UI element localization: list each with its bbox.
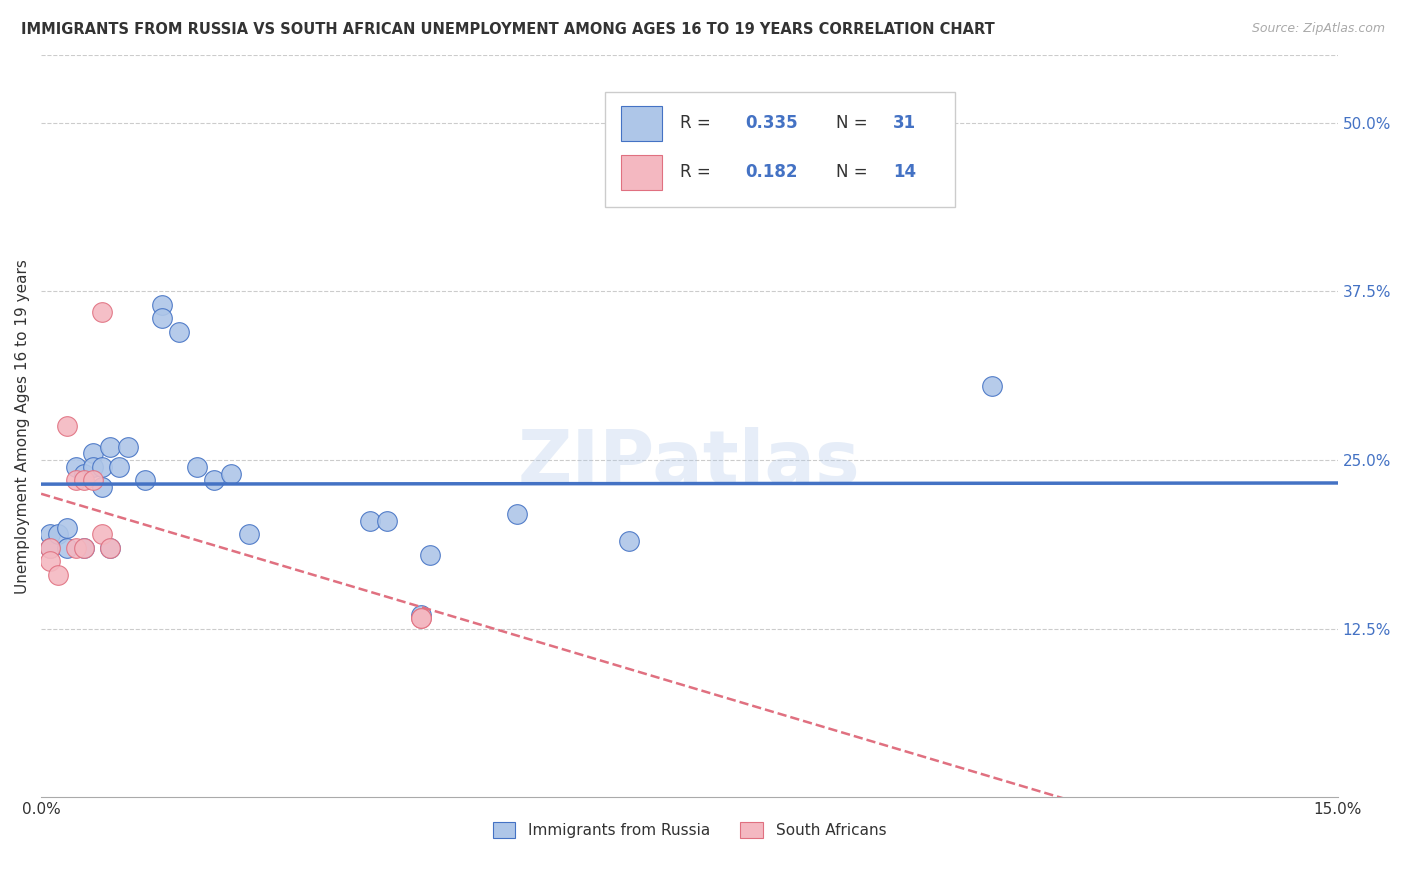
Point xyxy=(98,541,121,555)
Point xyxy=(90,527,112,541)
Point xyxy=(73,467,96,481)
Point xyxy=(169,325,191,339)
Point xyxy=(411,611,433,625)
Point xyxy=(65,541,87,555)
Text: R =: R = xyxy=(681,114,711,132)
Text: 0.182: 0.182 xyxy=(745,163,797,181)
Text: Source: ZipAtlas.com: Source: ZipAtlas.com xyxy=(1251,22,1385,36)
Point xyxy=(186,459,208,474)
Point xyxy=(56,541,79,555)
Point xyxy=(82,446,104,460)
Text: R =: R = xyxy=(681,163,711,181)
Text: 31: 31 xyxy=(893,114,917,132)
FancyBboxPatch shape xyxy=(620,154,662,190)
Point xyxy=(65,459,87,474)
Point xyxy=(219,467,242,481)
Text: N =: N = xyxy=(837,163,868,181)
Legend: Immigrants from Russia, South Africans: Immigrants from Russia, South Africans xyxy=(485,814,894,846)
Point xyxy=(82,473,104,487)
Point xyxy=(980,379,1002,393)
Point xyxy=(56,419,79,434)
Point xyxy=(238,527,260,541)
Point xyxy=(98,440,121,454)
Point xyxy=(38,541,60,555)
Text: ZIPatlas: ZIPatlas xyxy=(517,427,860,500)
FancyBboxPatch shape xyxy=(605,92,955,207)
Point xyxy=(150,311,173,326)
Point xyxy=(38,541,60,555)
Point xyxy=(73,541,96,555)
Point xyxy=(505,507,527,521)
Text: 14: 14 xyxy=(893,163,917,181)
Point xyxy=(134,473,156,487)
Point xyxy=(617,534,640,549)
Point xyxy=(65,473,87,487)
Point xyxy=(38,527,60,541)
Point xyxy=(108,459,131,474)
Point xyxy=(419,548,441,562)
Point xyxy=(73,473,96,487)
Text: N =: N = xyxy=(837,114,868,132)
Y-axis label: Unemployment Among Ages 16 to 19 years: Unemployment Among Ages 16 to 19 years xyxy=(15,259,30,594)
Point xyxy=(411,608,433,623)
Point xyxy=(375,514,398,528)
Point xyxy=(48,567,70,582)
Point xyxy=(150,298,173,312)
Point xyxy=(90,459,112,474)
FancyBboxPatch shape xyxy=(620,105,662,141)
Text: 0.335: 0.335 xyxy=(745,114,797,132)
Point xyxy=(202,473,225,487)
Point xyxy=(90,304,112,318)
Point xyxy=(359,514,381,528)
Point xyxy=(98,541,121,555)
Point xyxy=(56,520,79,534)
Point xyxy=(48,527,70,541)
Point xyxy=(117,440,139,454)
Text: IMMIGRANTS FROM RUSSIA VS SOUTH AFRICAN UNEMPLOYMENT AMONG AGES 16 TO 19 YEARS C: IMMIGRANTS FROM RUSSIA VS SOUTH AFRICAN … xyxy=(21,22,995,37)
Point xyxy=(82,459,104,474)
Point xyxy=(90,480,112,494)
Point xyxy=(38,554,60,568)
Point xyxy=(73,541,96,555)
Point xyxy=(411,611,433,625)
